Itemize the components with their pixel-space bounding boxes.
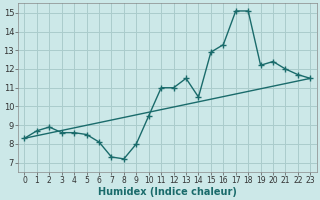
X-axis label: Humidex (Indice chaleur): Humidex (Indice chaleur) xyxy=(98,187,237,197)
